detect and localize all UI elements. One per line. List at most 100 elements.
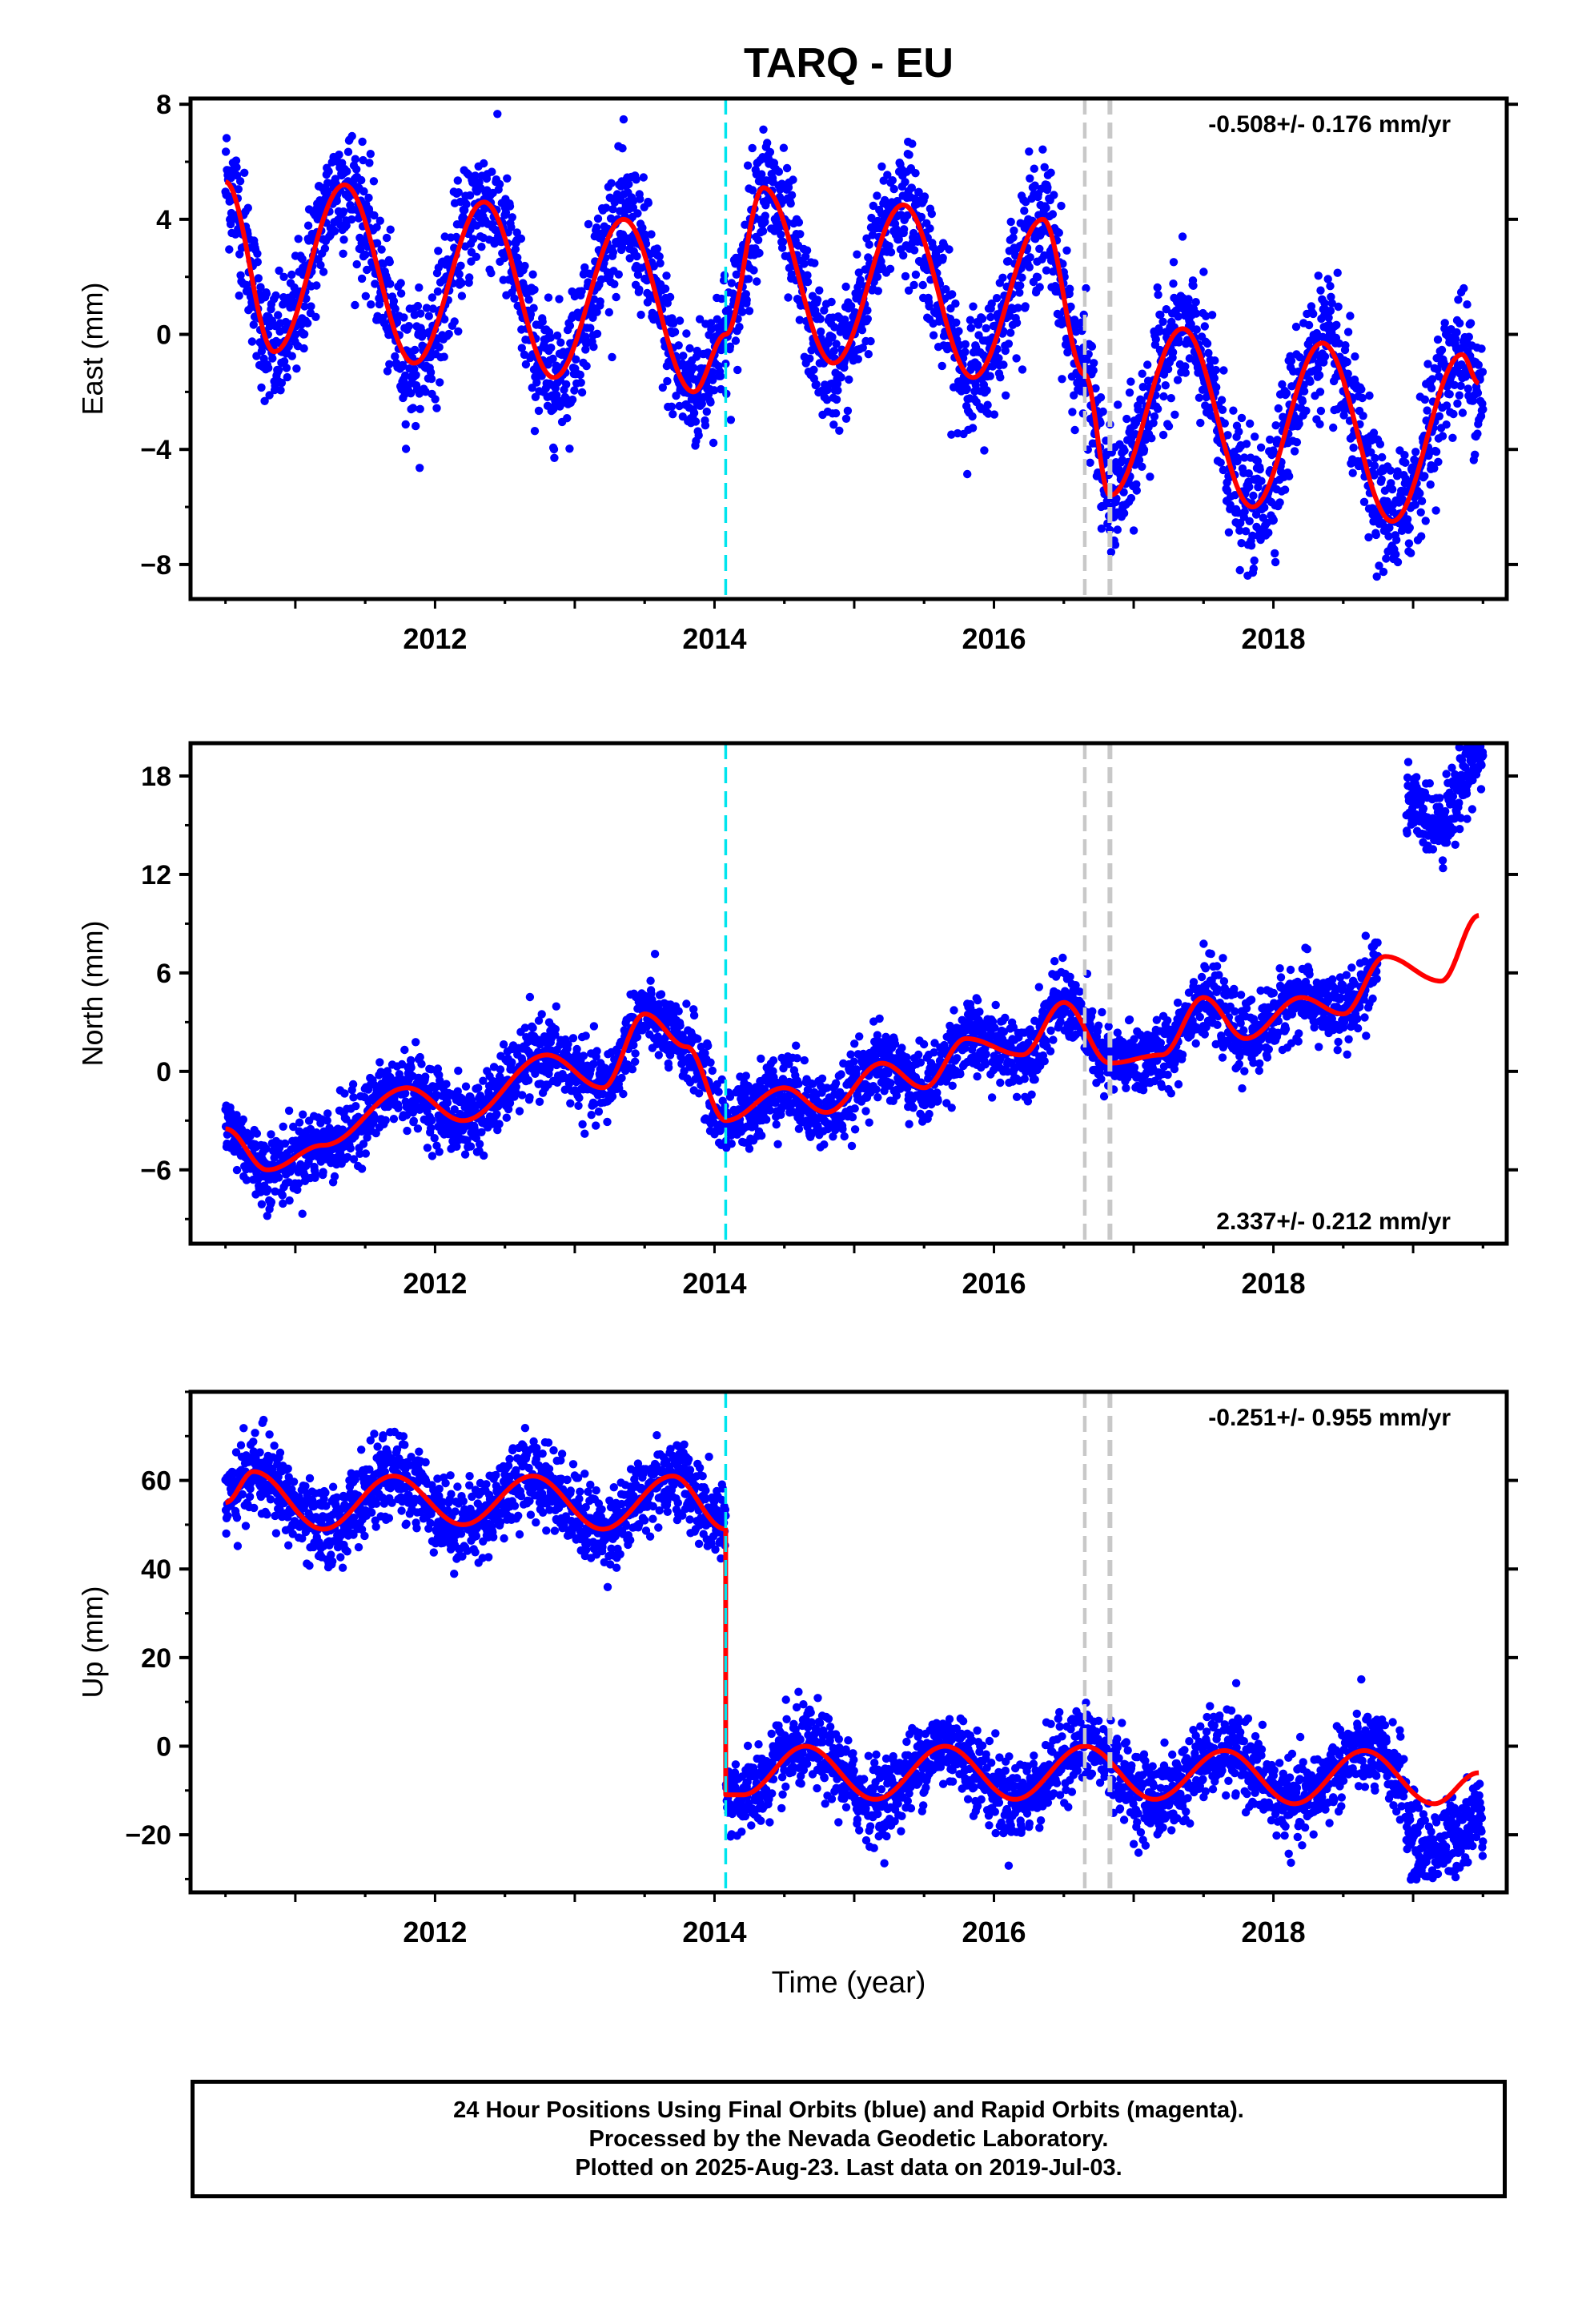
data-point: [1220, 419, 1230, 428]
data-point: [787, 270, 796, 279]
data-point: [367, 300, 375, 309]
data-point: [450, 317, 459, 326]
data-point: [1250, 556, 1259, 565]
data-point: [1004, 340, 1014, 348]
data-point: [1048, 210, 1058, 219]
data-point: [689, 1011, 699, 1020]
data-point: [646, 976, 655, 985]
data-point: [1278, 380, 1287, 389]
data-point: [1147, 434, 1156, 443]
data-point: [1456, 319, 1464, 328]
data-point: [263, 1212, 271, 1220]
data-point: [925, 302, 934, 311]
data-point: [1066, 302, 1075, 312]
data-point: [579, 1051, 588, 1060]
data-point: [577, 287, 586, 296]
data-point: [581, 332, 590, 341]
data-point: [809, 365, 818, 374]
data-point: [909, 228, 918, 238]
data-point: [1186, 320, 1195, 328]
data-point: [863, 306, 872, 315]
data-point: [236, 271, 245, 279]
data-point: [359, 187, 368, 196]
data-point: [1378, 452, 1387, 462]
data-point: [339, 249, 347, 258]
data-point: [412, 421, 420, 431]
data-point: [480, 159, 488, 168]
data-point: [1226, 501, 1235, 509]
data-point: [1385, 523, 1394, 533]
data-point: [829, 347, 839, 356]
data-point: [568, 395, 577, 404]
data-point: [385, 258, 394, 267]
data-point: [546, 333, 555, 342]
data-point: [1192, 325, 1201, 334]
data-point: [1404, 539, 1414, 548]
data-point: [299, 1110, 307, 1119]
data-point: [351, 155, 359, 163]
data-point: [676, 1021, 685, 1030]
data-point: [689, 408, 699, 417]
data-point: [1236, 518, 1245, 528]
data-point: [769, 1067, 777, 1076]
rate-annotation: -0.508+/- 0.176 mm/yr: [1208, 111, 1451, 138]
data-point: [408, 404, 418, 412]
data-point: [477, 1128, 486, 1137]
data-point: [521, 360, 531, 369]
data-point: [693, 1035, 702, 1043]
data-point: [520, 1023, 530, 1032]
data-point: [926, 224, 934, 233]
data-point: [492, 1110, 501, 1119]
data-point: [361, 292, 370, 300]
data-point: [424, 312, 433, 320]
data-point: [833, 386, 842, 395]
data-point: [1449, 409, 1458, 419]
data-point: [584, 219, 593, 229]
data-point: [1237, 413, 1247, 423]
data-point: [779, 143, 789, 152]
data-point: [899, 251, 908, 260]
data-point: [982, 386, 991, 395]
chart-title: TARQ - EU: [744, 40, 954, 86]
data-point: [349, 1155, 359, 1164]
data-point: [396, 289, 406, 298]
data-point: [257, 383, 266, 392]
data-point: [970, 387, 979, 396]
data-point: [480, 1151, 488, 1160]
data-point: [1264, 529, 1273, 537]
data-point: [366, 150, 375, 159]
data-point: [505, 202, 515, 211]
data-point: [835, 426, 844, 435]
data-point: [608, 1092, 617, 1101]
data-point: [1122, 414, 1131, 424]
data-point: [312, 281, 321, 290]
data-point: [294, 235, 303, 243]
data-point: [807, 346, 816, 355]
data-point: [803, 271, 812, 279]
data-point: [966, 324, 976, 332]
data-point: [1202, 312, 1211, 320]
data-point: [303, 319, 312, 328]
data-point: [1249, 491, 1258, 501]
data-point: [576, 370, 584, 380]
data-point: [1004, 257, 1013, 266]
data-point: [524, 1076, 533, 1085]
data-point: [691, 417, 701, 426]
data-point: [307, 302, 315, 311]
data-point: [471, 171, 480, 180]
data-point: [1110, 541, 1120, 549]
data-point: [1427, 384, 1436, 392]
data-point: [589, 342, 598, 352]
data-point: [1139, 445, 1149, 454]
data-point: [782, 163, 792, 173]
data-point: [1020, 207, 1029, 215]
data-point: [434, 247, 443, 255]
data-point: [1235, 565, 1244, 575]
data-point: [1316, 286, 1325, 295]
data-point: [1407, 463, 1417, 472]
data-point: [1237, 539, 1246, 548]
data-point: [265, 391, 274, 400]
data-point: [784, 293, 793, 302]
data-point: [472, 252, 481, 261]
data-point: [1478, 368, 1488, 376]
